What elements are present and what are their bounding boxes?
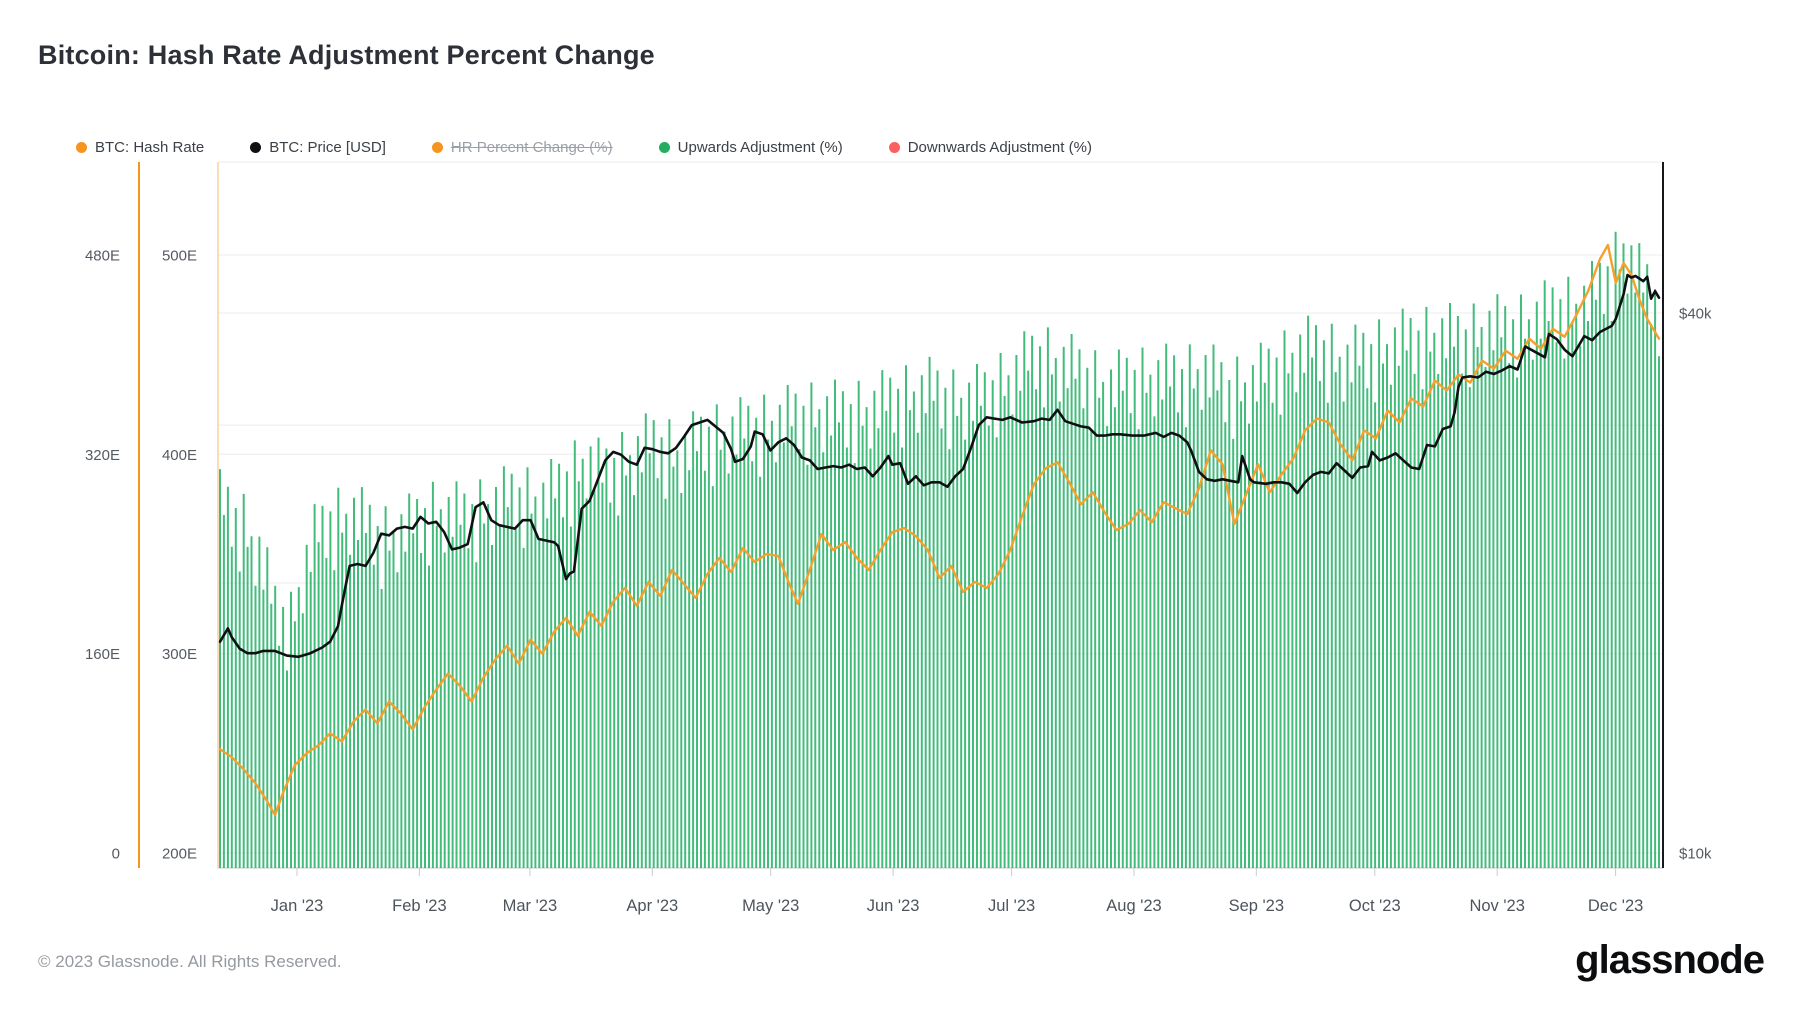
x-axis-label-month: Apr '23: [626, 897, 678, 915]
glassnode-logo[interactable]: glassnode: [1575, 938, 1765, 982]
x-axis-label-month: Jul '23: [988, 897, 1035, 915]
legend-item-label: BTC: Hash Rate: [95, 139, 205, 156]
x-axis-label-month: Dec '23: [1588, 897, 1643, 915]
y-axis-label-hashrate-mean: 400E: [162, 447, 197, 464]
legend-item-hr-percent-change[interactable]: HR Percent Change (%): [431, 139, 613, 156]
y-axis-label-hashrate-raw: 160E: [85, 646, 120, 663]
x-axis-label-month: Jan '23: [271, 897, 324, 915]
y-axis-label-price: $10k: [1679, 846, 1712, 863]
y-axis-label-hashrate-raw: 480E: [85, 248, 120, 265]
y-axis-label-hashrate-mean: 500E: [162, 248, 197, 265]
x-axis-label-month: Mar '23: [503, 897, 558, 915]
legend-item-label: BTC: Price [USD]: [269, 139, 386, 156]
x-axis-label-month: Nov '23: [1469, 897, 1524, 915]
chart-canvas[interactable]: [218, 162, 1663, 868]
x-axis-label-month: Oct '23: [1349, 897, 1401, 915]
legend-item-label: Upwards Adjustment (%): [677, 139, 843, 156]
legend-dot-icon: [431, 142, 443, 153]
y-axis-label-hashrate-mean: 300E: [162, 646, 197, 663]
y-axis-label-hashrate-mean: 200E: [162, 846, 197, 863]
legend-item-btc-price-usd[interactable]: BTC: Price [USD]: [250, 139, 386, 156]
x-axis-label-month: May '23: [742, 897, 799, 915]
legend: BTC: Hash Rate BTC: Price [USD] HR Percent…: [76, 139, 1092, 156]
x-axis-label-month: Jun '23: [867, 897, 920, 915]
x-axis-label-month: Aug '23: [1106, 897, 1161, 915]
y-axis-label-hashrate-raw: 320E: [85, 447, 120, 464]
legend-item-btc-hash-rate[interactable]: BTC: Hash Rate: [76, 139, 204, 156]
price-line: [218, 273, 1661, 659]
y-axis-label-hashrate-raw: 0: [112, 846, 120, 863]
hashrate-line: [218, 243, 1661, 817]
legend-item-label: Downwards Adjustment (%): [907, 139, 1092, 156]
x-axis-label-month: Sep '23: [1229, 897, 1284, 915]
x-axis-label-month: Feb '23: [392, 897, 447, 915]
legend-dot-icon: [888, 142, 900, 153]
legend-dot-icon: [76, 142, 87, 153]
legend-dot-icon: [658, 142, 670, 153]
legend-item-label: HR Percent Change (%): [450, 139, 613, 156]
legend-dot-icon: [250, 142, 262, 153]
legend-item-upwards-adjustment[interactable]: Upwards Adjustment (%): [658, 139, 843, 156]
y-axis-label-price: $40k: [1679, 306, 1712, 323]
page-title: Bitcoin: Hash Rate Adjustment Percent Ch…: [38, 40, 655, 70]
legend-item-downwards-adjustment[interactable]: Downwards Adjustment (%): [888, 139, 1092, 156]
footer-copyright: © 2023 Glassnode. All Rights Reserved.: [38, 952, 342, 971]
